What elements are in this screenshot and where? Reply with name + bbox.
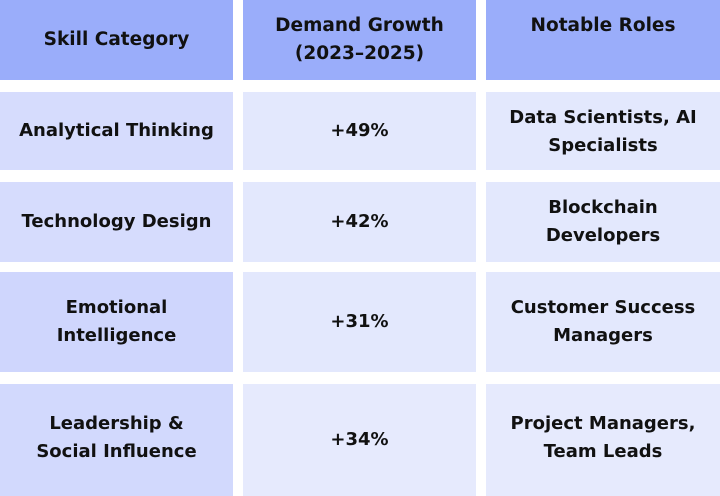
growth-value: +49% xyxy=(330,120,389,141)
skill-label: Technology Design xyxy=(21,211,212,232)
header-skill-category: Skill Category xyxy=(0,0,233,80)
skill-label: Analytical Thinking xyxy=(19,120,214,141)
skill-label: Emotional Intelligence xyxy=(56,297,177,346)
table-row-2-growth: +42% xyxy=(243,182,476,262)
table-row-1-skill: Analytical Thinking xyxy=(0,92,233,170)
table-row-2-roles: Blockchain Developers xyxy=(486,182,720,262)
table-row-4-growth: +34% xyxy=(243,384,476,496)
growth-value: +42% xyxy=(330,211,389,232)
table-row-1-growth: +49% xyxy=(243,92,476,170)
roles-label: Data Scientists, AI Specialists xyxy=(509,107,697,156)
table-row-4-roles: Project Managers, Team Leads xyxy=(486,384,720,496)
table-row-3-skill: Emotional Intelligence xyxy=(0,272,233,372)
skill-label: Leadership & Social Influence xyxy=(36,413,197,462)
header-demand-growth-label: Demand Growth (2023–2025) xyxy=(275,15,444,64)
growth-value: +31% xyxy=(330,311,389,332)
header-notable-roles: Notable Roles xyxy=(486,0,720,80)
roles-label: Project Managers, Team Leads xyxy=(510,413,696,462)
table-row-3-growth: +31% xyxy=(243,272,476,372)
roles-label: Customer Success Managers xyxy=(510,297,696,346)
growth-value: +34% xyxy=(330,429,389,450)
table-row-4-skill: Leadership & Social Influence xyxy=(0,384,233,496)
header-demand-growth: Demand Growth (2023–2025) xyxy=(243,0,476,80)
table-row-2-skill: Technology Design xyxy=(0,182,233,262)
table-row-3-roles: Customer Success Managers xyxy=(486,272,720,372)
header-notable-roles-label: Notable Roles xyxy=(530,15,676,36)
table-row-1-roles: Data Scientists, AI Specialists xyxy=(486,92,720,170)
header-skill-category-label: Skill Category xyxy=(43,29,190,50)
roles-label: Blockchain Developers xyxy=(545,197,661,246)
